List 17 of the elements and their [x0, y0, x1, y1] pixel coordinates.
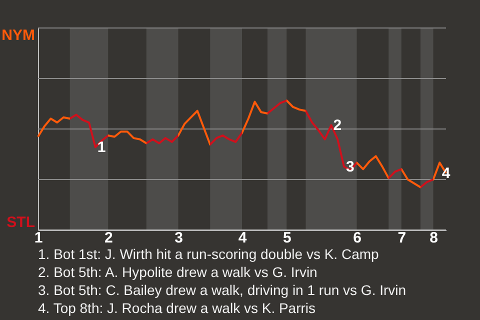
text: 1. Bot 1st: J. Wirth hit a run-scoring double vs K. Camp	[38, 246, 380, 262]
text: 3. Bot 5th: C. Bailey drew a walk, driving in 1 run vs G. Irvin	[38, 282, 406, 298]
x-tick-label: 4	[238, 230, 248, 246]
annotation: 1	[97, 139, 106, 156]
ref-line-label: NYM	[2, 27, 35, 44]
text: 2. Bot 5th: A. Hypolite drew a walk vs G. Irvin	[38, 264, 318, 280]
x-tick-label: 1	[34, 230, 43, 246]
ref-line-label: STL	[6, 214, 35, 231]
x-tick-label: 8	[430, 230, 438, 246]
text: 4. Top 8th: J. Rocha drew a walk vs K. Parris	[38, 300, 316, 316]
x-tick-label: 2	[104, 230, 113, 246]
x-tick-label: 7	[398, 230, 406, 246]
annotation: 4	[442, 165, 451, 182]
x-tick-label: 6	[353, 230, 362, 246]
annotation: 2	[333, 117, 342, 134]
x-tick-label: 3	[174, 230, 183, 246]
x-tick-label: 5	[282, 230, 292, 246]
